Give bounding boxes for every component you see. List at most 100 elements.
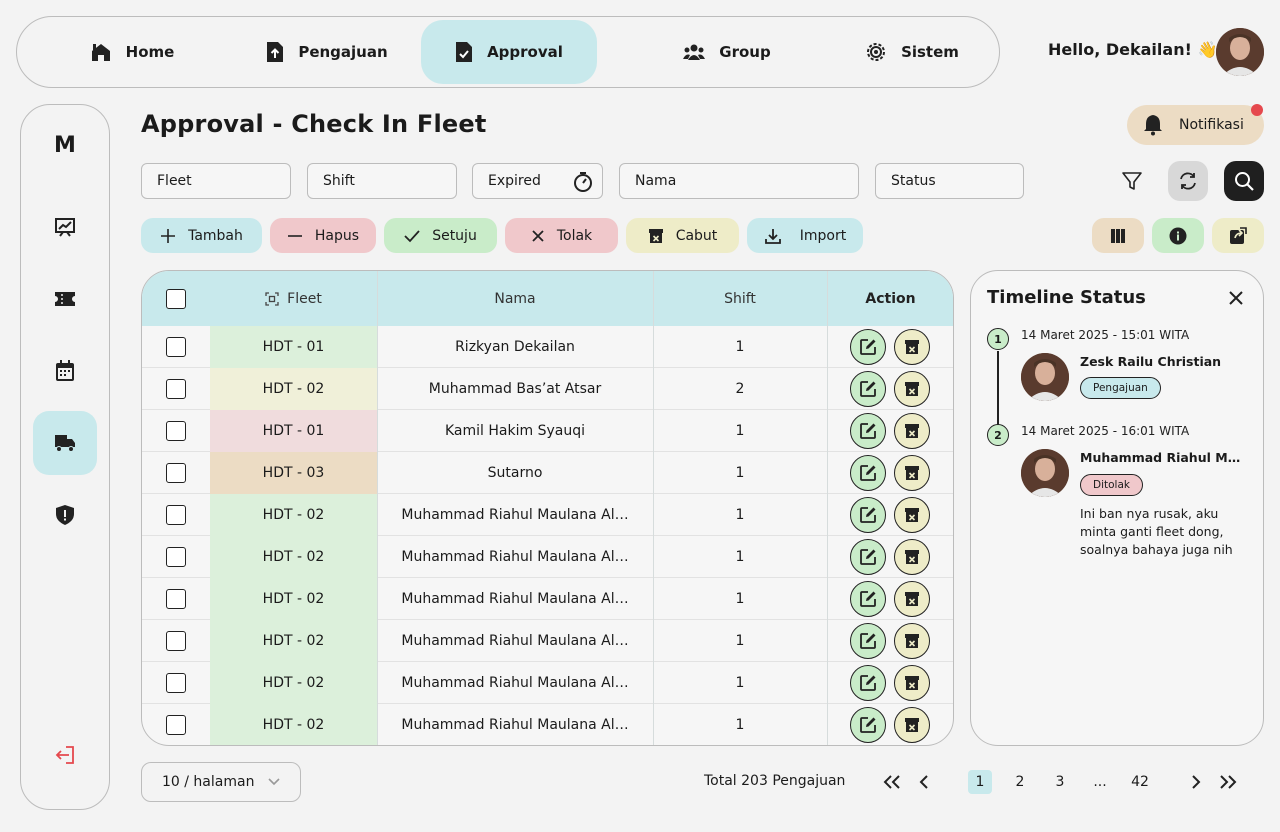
shift-cell: 1 <box>735 339 745 355</box>
row-checkbox[interactable] <box>166 379 186 399</box>
nav-item-sistem[interactable]: Sistem <box>847 20 977 84</box>
sidebar-item-calendar[interactable] <box>33 339 97 403</box>
edit-button[interactable] <box>850 413 886 449</box>
page-2[interactable]: 2 <box>1015 774 1025 790</box>
edit-button[interactable] <box>850 455 886 491</box>
approve-button[interactable]: Setuju <box>384 218 497 253</box>
table-row[interactable]: HDT - 02 Muhammad Bas’at Atsar 2 <box>142 368 953 410</box>
refresh-button[interactable] <box>1168 161 1208 201</box>
timeline-user-name: Muhammad Riahul Maulana… <box>1080 450 1248 465</box>
sidebar-item-ticket[interactable] <box>33 267 97 331</box>
edit-button[interactable] <box>850 497 886 533</box>
next-page-button[interactable] <box>1186 770 1206 794</box>
import-button[interactable]: Import <box>747 218 863 253</box>
column-header-action: Action <box>865 290 916 307</box>
avatar[interactable] <box>1216 28 1264 76</box>
last-page-button[interactable] <box>1216 770 1240 794</box>
logout-button[interactable] <box>33 723 97 787</box>
nama-cell: Sutarno <box>487 465 543 481</box>
revoke-row-button[interactable] <box>894 329 930 365</box>
revoke-row-button[interactable] <box>894 665 930 701</box>
table-row[interactable]: HDT - 01 Rizkyan Dekailan 1 <box>142 326 953 368</box>
export-button[interactable] <box>1212 218 1264 253</box>
row-checkbox[interactable] <box>166 505 186 525</box>
revoke-row-button[interactable] <box>894 371 930 407</box>
status-filter-input[interactable]: Status <box>875 163 1024 199</box>
revoke-row-button[interactable] <box>894 413 930 449</box>
expired-filter-input[interactable]: Expired <box>472 163 603 199</box>
column-header-fleet[interactable]: Fleet <box>210 271 377 326</box>
per-page-select[interactable]: 10 / halaman <box>141 762 301 802</box>
page-ellipsis: ... <box>1093 774 1107 790</box>
column-divider <box>377 271 378 745</box>
row-checkbox[interactable] <box>166 631 186 651</box>
table-row[interactable]: HDT - 02 Muhammad Riahul Maulana Al… 1 <box>142 662 953 704</box>
fleet-cell: HDT - 02 <box>210 368 377 410</box>
revoke-button[interactable]: Cabut <box>626 218 739 253</box>
sidebar-item-fleet[interactable] <box>33 411 97 475</box>
prev-page-button[interactable] <box>914 770 934 794</box>
notification-label: Notifikasi <box>1179 117 1244 133</box>
funnel-icon <box>1121 170 1143 192</box>
add-button[interactable]: Tambah <box>141 218 262 253</box>
page-42[interactable]: 42 <box>1131 774 1149 790</box>
row-checkbox[interactable] <box>166 673 186 693</box>
stopwatch-icon <box>573 171 593 193</box>
row-checkbox[interactable] <box>166 463 186 483</box>
revoke-row-button[interactable] <box>894 707 930 743</box>
revoke-row-button[interactable] <box>894 623 930 659</box>
edit-button[interactable] <box>850 329 886 365</box>
nav-item-approval[interactable]: Approval <box>421 20 597 84</box>
delete-button[interactable]: Hapus <box>270 218 376 253</box>
revoke-row-button[interactable] <box>894 497 930 533</box>
fleet-table: Fleet Nama Shift Action HDT - 01 Rizkyan … <box>141 270 954 746</box>
revoke-row-button[interactable] <box>894 455 930 491</box>
table-row[interactable]: HDT - 02 Muhammad Riahul Maulana Al… 1 <box>142 578 953 620</box>
edit-button[interactable] <box>850 539 886 575</box>
first-page-button[interactable] <box>880 770 904 794</box>
row-checkbox[interactable] <box>166 715 186 735</box>
filter-button[interactable] <box>1112 161 1152 201</box>
row-checkbox[interactable] <box>166 337 186 357</box>
page-1[interactable]: 1 <box>968 770 992 794</box>
edit-button[interactable] <box>850 371 886 407</box>
sidebar-item-dashboard[interactable] <box>33 195 97 259</box>
table-row[interactable]: HDT - 03 Sutarno 1 <box>142 452 953 494</box>
nav-item-group[interactable]: Group <box>637 20 817 84</box>
edit-button[interactable] <box>850 623 886 659</box>
edit-button[interactable] <box>850 665 886 701</box>
table-row[interactable]: HDT - 01 Kamil Hakim Syauqi 1 <box>142 410 953 452</box>
minus-icon <box>287 228 303 244</box>
notification-button[interactable]: Notifikasi <box>1127 105 1264 145</box>
search-button[interactable] <box>1224 161 1264 201</box>
nav-item-home[interactable]: Home <box>57 20 207 84</box>
select-all-checkbox[interactable] <box>166 289 186 309</box>
sidebar-item-security[interactable] <box>33 483 97 547</box>
row-checkbox[interactable] <box>166 547 186 567</box>
row-checkbox[interactable] <box>166 421 186 441</box>
table-row[interactable]: HDT - 02 Muhammad Riahul Maulana Al… 1 <box>142 620 953 662</box>
revoke-row-button[interactable] <box>894 581 930 617</box>
edit-icon <box>859 380 877 398</box>
table-row[interactable]: HDT - 02 Muhammad Riahul Maulana Al… 1 <box>142 494 953 536</box>
page-3[interactable]: 3 <box>1055 774 1065 790</box>
nama-filter-input[interactable]: Nama <box>619 163 859 199</box>
info-button[interactable] <box>1152 218 1204 253</box>
row-checkbox[interactable] <box>166 589 186 609</box>
shift-filter-input[interactable]: Shift <box>307 163 457 199</box>
column-header-shift[interactable]: Shift <box>724 290 756 307</box>
table-row[interactable]: HDT - 02 Muhammad Riahul Maulana Al… 1 <box>142 704 953 745</box>
close-timeline-button[interactable] <box>1229 291 1243 305</box>
logo[interactable]: M <box>54 132 76 158</box>
table-row[interactable]: HDT - 02 Muhammad Riahul Maulana Al… 1 <box>142 536 953 578</box>
revoke-row-button[interactable] <box>894 539 930 575</box>
column-header-nama[interactable]: Nama <box>494 290 536 307</box>
shift-cell: 1 <box>735 717 745 733</box>
nav-item-pengajuan[interactable]: Pengajuan <box>237 20 417 84</box>
columns-button[interactable] <box>1092 218 1144 253</box>
reject-button[interactable]: Tolak <box>505 218 618 253</box>
fleet-filter-input[interactable]: Fleet <box>141 163 291 199</box>
fleet-cell: HDT - 01 <box>210 326 377 368</box>
edit-button[interactable] <box>850 707 886 743</box>
edit-button[interactable] <box>850 581 886 617</box>
